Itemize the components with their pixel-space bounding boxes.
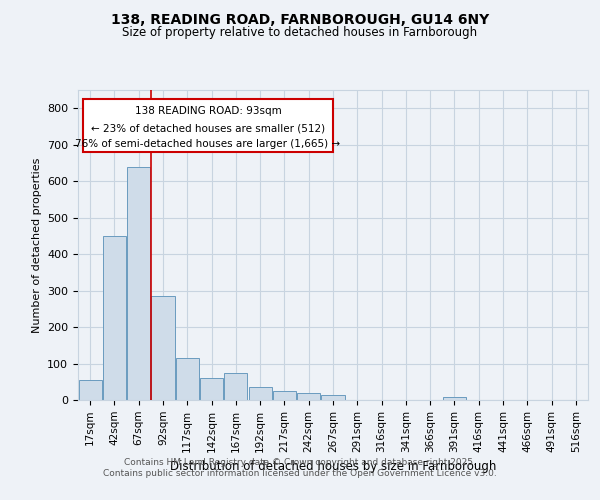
- Y-axis label: Number of detached properties: Number of detached properties: [32, 158, 41, 332]
- FancyBboxPatch shape: [83, 100, 333, 152]
- Bar: [200, 378, 223, 400]
- Text: Contains HM Land Registry data © Crown copyright and database right 2025.: Contains HM Land Registry data © Crown c…: [124, 458, 476, 467]
- Bar: [176, 358, 199, 400]
- Bar: [79, 380, 101, 400]
- Bar: [127, 166, 150, 400]
- Text: Contains public sector information licensed under the Open Government Licence v3: Contains public sector information licen…: [103, 470, 497, 478]
- Bar: [273, 391, 296, 400]
- Text: Size of property relative to detached houses in Farnborough: Size of property relative to detached ho…: [122, 26, 478, 39]
- Bar: [103, 236, 126, 400]
- X-axis label: Distribution of detached houses by size in Farnborough: Distribution of detached houses by size …: [170, 460, 496, 473]
- Text: ← 23% of detached houses are smaller (512): ← 23% of detached houses are smaller (51…: [91, 124, 325, 134]
- Bar: [248, 387, 272, 400]
- Text: 138, READING ROAD, FARNBOROUGH, GU14 6NY: 138, READING ROAD, FARNBOROUGH, GU14 6NY: [111, 13, 489, 27]
- Bar: [322, 394, 344, 400]
- Text: 138 READING ROAD: 93sqm: 138 READING ROAD: 93sqm: [134, 106, 281, 116]
- Bar: [224, 372, 247, 400]
- Bar: [151, 296, 175, 400]
- Text: 76% of semi-detached houses are larger (1,665) →: 76% of semi-detached houses are larger (…: [76, 139, 341, 149]
- Bar: [443, 397, 466, 400]
- Bar: [297, 392, 320, 400]
